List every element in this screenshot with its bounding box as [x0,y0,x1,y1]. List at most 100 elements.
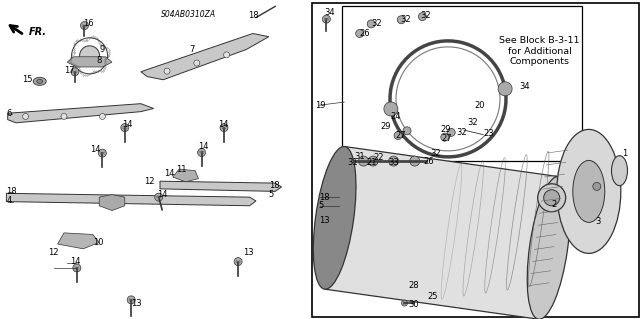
Circle shape [410,156,420,166]
Circle shape [368,156,378,166]
Text: 1: 1 [622,149,627,158]
Text: 13: 13 [319,216,330,225]
Ellipse shape [527,176,570,319]
Text: 23: 23 [483,130,494,138]
Text: 14: 14 [90,145,100,154]
Text: 32: 32 [371,19,382,28]
Text: 14: 14 [70,257,81,266]
Text: 17: 17 [64,66,75,75]
Text: 32: 32 [430,149,441,158]
Text: See Block B-3-11
for Additional
Components: See Block B-3-11 for Additional Componen… [499,36,580,66]
Ellipse shape [33,77,46,85]
Circle shape [220,123,228,132]
Text: 3: 3 [595,217,600,226]
Circle shape [403,127,411,135]
Text: 5: 5 [319,201,324,210]
Circle shape [543,190,559,206]
Circle shape [71,68,79,76]
Polygon shape [141,33,269,80]
Circle shape [498,82,512,96]
Polygon shape [99,195,125,211]
Text: 18: 18 [269,181,280,189]
Text: 28: 28 [408,281,419,290]
Text: 26: 26 [424,157,435,166]
Text: 31: 31 [348,158,358,167]
Text: 19: 19 [315,101,325,110]
Text: 27: 27 [396,131,406,140]
Text: 14: 14 [218,120,228,129]
Circle shape [127,296,135,304]
Text: 13: 13 [243,248,254,256]
Ellipse shape [36,79,43,83]
Circle shape [388,156,399,166]
Circle shape [538,184,566,212]
Circle shape [22,114,29,119]
Polygon shape [160,181,282,191]
Circle shape [356,29,364,38]
Text: 12: 12 [48,248,58,256]
Circle shape [99,149,106,157]
Circle shape [401,300,408,306]
Text: 33: 33 [388,158,399,167]
Text: 5: 5 [269,190,274,199]
Circle shape [194,60,200,66]
Polygon shape [173,169,198,182]
Text: 8: 8 [96,56,101,65]
Text: 10: 10 [93,238,103,247]
Text: 6: 6 [6,109,12,118]
Text: 30: 30 [408,300,419,309]
Text: 32: 32 [420,11,431,20]
Circle shape [447,128,455,137]
Text: 34: 34 [324,8,335,17]
Circle shape [358,156,369,166]
Circle shape [81,21,88,30]
Text: 14: 14 [157,190,167,199]
Text: 20: 20 [475,101,485,110]
Text: 14: 14 [122,120,132,129]
Text: 18: 18 [6,187,17,196]
Text: 2: 2 [552,200,557,209]
Bar [342,6,582,161]
Bar [312,3,639,317]
Text: 11: 11 [176,165,186,174]
Circle shape [234,257,242,266]
Text: 25: 25 [428,292,438,301]
Circle shape [164,68,170,74]
Ellipse shape [612,156,627,186]
Text: 32: 32 [400,15,411,24]
Text: 34: 34 [520,82,531,91]
Ellipse shape [573,160,605,222]
Circle shape [419,12,426,21]
Text: 29: 29 [381,122,391,130]
Text: 21: 21 [366,158,376,167]
Text: 27: 27 [442,134,452,143]
Circle shape [99,114,106,119]
Circle shape [441,133,449,141]
Text: 29: 29 [440,125,451,134]
Circle shape [323,15,330,23]
Circle shape [198,148,205,157]
Text: 12: 12 [144,177,154,186]
Text: 14: 14 [164,169,175,178]
Circle shape [397,16,405,24]
Text: 22: 22 [373,153,383,162]
Text: 16: 16 [83,19,94,28]
Polygon shape [58,233,99,249]
Text: FR.: FR. [29,27,47,37]
Text: 18: 18 [319,193,330,202]
Text: S04AB0310ZA: S04AB0310ZA [161,10,216,19]
Text: 15: 15 [22,75,33,84]
Circle shape [367,20,375,28]
Text: 14: 14 [198,142,209,151]
Circle shape [61,114,67,119]
Polygon shape [8,104,154,123]
Polygon shape [6,193,256,206]
Text: 9: 9 [99,45,104,54]
Circle shape [394,131,402,140]
Ellipse shape [314,146,356,289]
Circle shape [73,264,81,272]
Text: 4: 4 [6,197,12,205]
Text: 32: 32 [456,128,467,137]
Polygon shape [67,57,112,67]
Circle shape [223,52,230,58]
